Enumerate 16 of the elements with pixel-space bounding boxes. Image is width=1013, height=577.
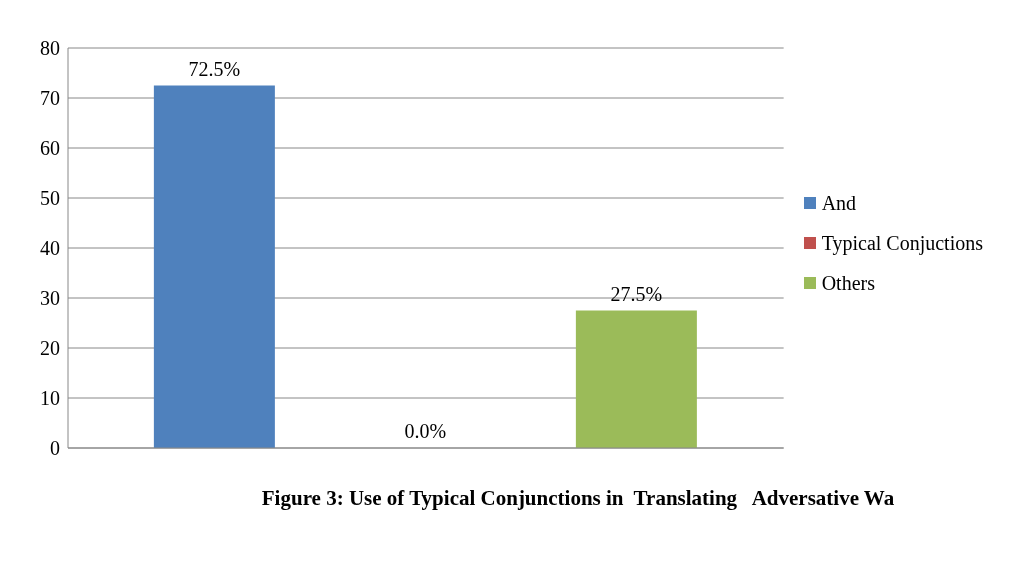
y-tick-label: 10 (40, 387, 60, 410)
data-label: 72.5% (188, 57, 241, 80)
y-tick-label: 50 (40, 187, 60, 210)
legend-label: And (821, 191, 857, 216)
legend-label: Typical Conjuctions (821, 231, 983, 257)
y-tick-label: 70 (40, 87, 60, 110)
y-tick-label: 80 (40, 37, 60, 60)
y-tick-label: 30 (40, 287, 60, 310)
y-tick-label: 60 (40, 137, 60, 160)
data-label: 0.0% (404, 420, 447, 442)
y-tick-label: 20 (40, 337, 60, 360)
y-tick-label: 0 (50, 437, 60, 460)
data-label: 27.5% (610, 282, 663, 305)
legend-label: Others (821, 271, 875, 296)
text: Figure 3: Use of Typical Conjunctions in Translating Adversative Wa (260, 486, 896, 511)
y-tick-label: 40 (40, 237, 60, 260)
